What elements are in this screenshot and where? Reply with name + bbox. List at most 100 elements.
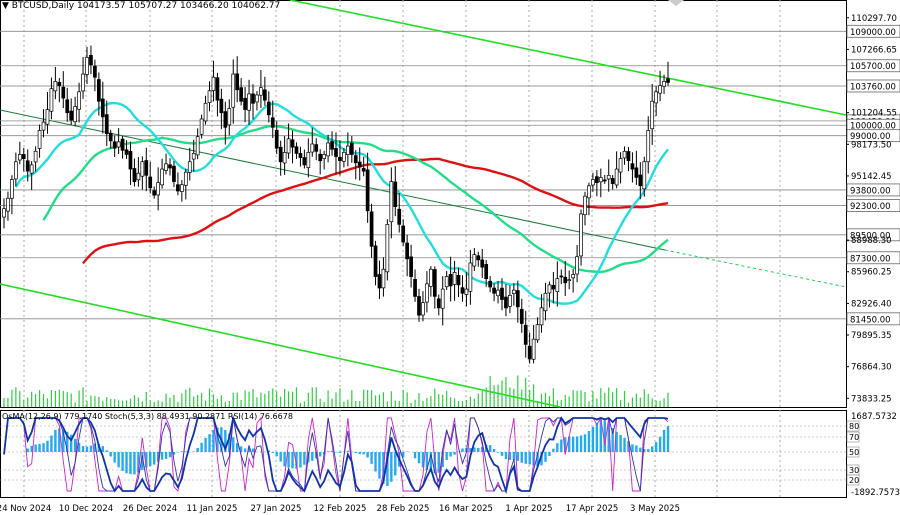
candle-body [587,185,591,199]
candle-body [239,87,243,102]
candle-body [413,279,417,297]
candle-body [259,87,263,96]
level-label: 109000.00 [850,28,896,38]
ohlc-values: 104173.57 105707.27 103466.20 104062.77 [76,1,281,11]
candle-body [630,163,635,170]
level-label: 99000.00 [850,132,891,142]
candle-body [144,160,149,176]
level-label-box [846,59,900,73]
grid-lines [0,0,847,498]
candle-body [160,168,164,186]
candle-body [81,73,85,92]
candle-body [89,54,93,66]
sub-frame [0,410,847,498]
candle-body [263,89,267,101]
x-tick-label: 16 Mar 2025 [439,504,493,514]
price-tick-label: 107266.65 [851,45,897,55]
price-tick-label: 110297.70 [851,14,897,24]
candle-body [290,139,295,148]
level-label: 105700.00 [850,62,896,72]
candle-body [555,278,560,293]
candle-body [128,151,133,170]
price-tick-label: 73833.25 [851,394,892,404]
level-label-box [846,183,900,197]
candle-body [353,155,358,164]
candle-body [334,148,338,157]
candle-body [172,165,176,182]
candle-body [654,91,658,104]
osc-level-label: 30 [849,466,859,475]
candle-body [191,153,196,160]
x-tick-label: 27 Jan 2025 [251,504,302,514]
price-tick-label: 101204.55 [851,109,897,119]
candle-body [314,144,319,152]
candle-body [500,287,504,300]
candle-body [662,81,666,87]
oscillator-header: OsMA(12,26,9) 779.1740 Stoch(5,3,3) 88.4… [2,412,293,421]
candle-body [29,164,34,174]
candle-body [21,154,26,159]
x-tick-label: 3 May 2025 [630,504,680,514]
candle-body [666,78,670,83]
x-tick-label: 11 Jan 2025 [187,504,238,514]
channel-lower-line [0,283,561,408]
candle-body [330,141,334,150]
candle-body [559,275,564,278]
candle-body [527,345,532,360]
candle-body [523,324,528,345]
price-tick-label: 85960.25 [851,268,892,278]
price-axis: 110297.70 107266.65 101204.55 98173.50 95142… [668,0,897,404]
level-label-box [846,312,900,326]
level-label-box [846,24,900,38]
candle-body [235,73,240,91]
candle-body [207,90,212,104]
symbol-arrow-icon: ▼ [2,1,9,11]
candle-body [492,287,496,294]
candle-body [231,73,236,108]
candle-body [547,284,552,294]
candle-body [476,255,481,261]
osc-level-label: 80 [849,422,859,431]
candle-body [93,65,97,78]
candle-body [579,213,583,257]
candle-body [444,276,449,288]
candle-body [342,152,346,162]
candle-body [646,130,651,163]
candle-body [25,160,30,172]
candle-body [571,274,575,279]
candle-body [77,91,81,110]
candle-body [136,172,141,181]
candle-body [156,182,160,196]
candle-body [456,275,461,286]
candle-body [346,145,350,156]
x-tick-label: 28 Feb 2025 [377,504,430,514]
candle-body [255,94,259,103]
candle-body [508,294,512,307]
candle-body [551,284,556,290]
candle-body [357,161,362,168]
candle-body [176,184,180,192]
candle-body [583,195,587,216]
candle-body [634,167,639,178]
candle-body [369,211,374,247]
candle-body [385,224,390,273]
candle-body [464,288,469,295]
candle-body [14,161,18,180]
candle-body [512,289,516,294]
candle-body [227,108,232,126]
candle-body [112,141,117,149]
candle-body [116,141,121,148]
ma-slow-line [82,157,669,265]
osc-level-box [846,474,860,486]
candle-body [278,146,283,163]
scroll-marker-icon [668,0,684,6]
price-tick-label: 82926.40 [851,299,892,309]
rsi-line [3,414,669,495]
candle-body [69,110,74,121]
level-label-box [846,79,900,93]
candle-body [598,177,603,183]
candle-body [282,152,287,164]
candle-body [211,76,216,91]
channel-mid-extension [664,249,847,288]
ma-mid-line [42,124,669,274]
